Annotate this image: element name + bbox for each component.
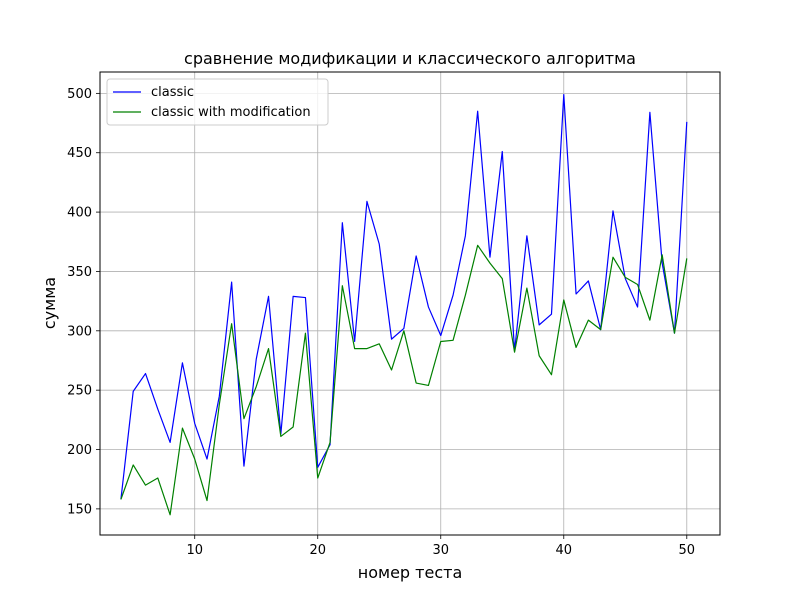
x-tick-label-30: 30: [432, 543, 449, 558]
y-tick-label-350: 350: [67, 265, 92, 280]
chart-title: сравнение модификации и классического ал…: [184, 49, 636, 68]
axis-ticks: 10 20 30 40 50 150 200 250 300 350 400 450 500: [67, 87, 695, 558]
legend: classic classic with modification: [106, 78, 329, 126]
legend-box: [106, 78, 329, 126]
x-tick-label-50: 50: [679, 543, 696, 558]
y-tick-label-450: 450: [67, 146, 92, 161]
y-tick-label-400: 400: [67, 206, 92, 221]
x-tick-label-20: 20: [309, 543, 326, 558]
y-tick-label-200: 200: [67, 443, 92, 458]
plot-frame: [99, 71, 721, 536]
series-line-classic-with-modification: [120, 244, 688, 516]
series-line-classic: [120, 93, 688, 500]
series-lines: [120, 93, 688, 516]
x-tick-label-40: 40: [555, 543, 572, 558]
grid-lines: [100, 72, 720, 535]
legend-modified-label: classic with modification: [151, 105, 311, 120]
legend-classic-label: classic: [151, 85, 194, 100]
y-axis-label: сумма: [40, 277, 59, 329]
x-tick-label-10: 10: [186, 543, 203, 558]
y-tick-label-250: 250: [67, 384, 92, 399]
y-tick-label-300: 300: [67, 324, 92, 339]
x-axis-label: номер теста: [358, 563, 463, 582]
y-tick-label-500: 500: [67, 87, 92, 102]
y-tick-label-150: 150: [67, 502, 92, 517]
